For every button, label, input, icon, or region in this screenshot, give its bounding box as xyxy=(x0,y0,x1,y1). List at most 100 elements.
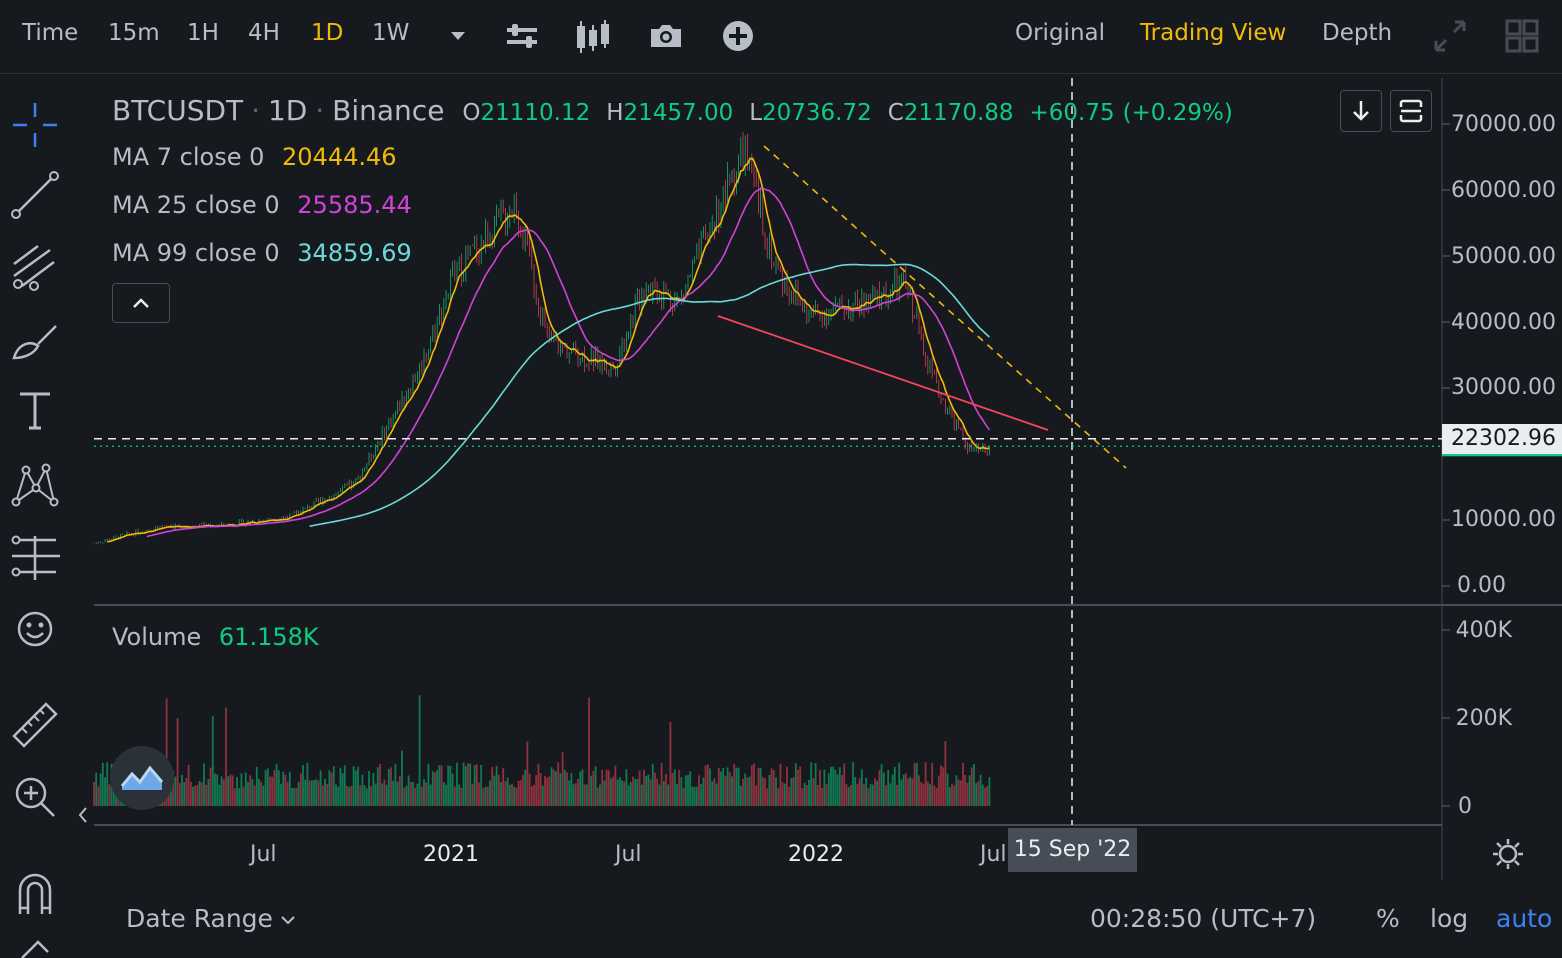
clock-timezone[interactable]: 00:28:50 (UTC+7) xyxy=(1090,904,1317,933)
interval-dropdown-icon[interactable] xyxy=(442,16,474,56)
ohlc-legend: BTCUSDT · 1D · Binance O21110.12 H21457.… xyxy=(112,94,1233,127)
camera-icon[interactable] xyxy=(648,16,684,56)
symbol-label: BTCUSDT xyxy=(112,94,244,127)
volume-bar xyxy=(524,769,527,806)
volume-bar xyxy=(563,769,566,806)
volume-bar xyxy=(929,784,931,806)
interval-1h[interactable]: 1H xyxy=(187,20,219,46)
volume-bar xyxy=(805,785,808,806)
lock-drawing-icon[interactable] xyxy=(8,936,62,958)
high-label: H xyxy=(606,100,624,126)
chevron-up-icon xyxy=(133,298,149,308)
date-range-button[interactable]: Date Range xyxy=(126,904,273,933)
volume-bar xyxy=(341,773,344,806)
volume-bar xyxy=(874,778,876,806)
volume-bar xyxy=(379,763,381,806)
interval-1d[interactable]: 1D xyxy=(311,20,344,46)
volume-bar xyxy=(715,783,718,806)
volume-bar xyxy=(711,781,714,806)
volume-bar xyxy=(709,768,711,806)
text-tool-icon[interactable] xyxy=(8,384,62,438)
volume-bar xyxy=(385,784,388,806)
volume-bar xyxy=(812,778,815,806)
volume-bar xyxy=(942,767,945,806)
time-label: Jul xyxy=(615,842,642,867)
volume-bar xyxy=(220,776,223,806)
layout-grid-icon[interactable] xyxy=(1504,16,1540,56)
volume-bar xyxy=(570,773,573,806)
emoji-icon[interactable] xyxy=(8,602,62,656)
tradingview-logo[interactable] xyxy=(110,746,174,810)
volume-bar xyxy=(445,784,447,806)
view-trading-view[interactable]: Trading View xyxy=(1140,20,1287,46)
volume-bar xyxy=(546,777,549,806)
chart-settings-icon[interactable] xyxy=(1490,836,1526,872)
volume-bar xyxy=(539,773,542,806)
volume-bar xyxy=(409,782,412,806)
volume-bar xyxy=(832,766,835,806)
volume-bar xyxy=(271,776,274,806)
interval-4h[interactable]: 4H xyxy=(248,20,280,46)
settings-sliders-icon[interactable] xyxy=(504,16,540,56)
volume-bar xyxy=(104,777,106,806)
volume-bar xyxy=(572,784,575,806)
magnet-icon[interactable] xyxy=(8,868,62,922)
volume-bar xyxy=(425,782,428,806)
interval-1w[interactable]: 1W xyxy=(372,20,410,46)
volume-bar xyxy=(462,762,465,806)
volume-bar xyxy=(667,784,670,806)
ma25-legend: MA 25 close 0 25585.44 xyxy=(112,191,412,219)
volume-bar xyxy=(627,785,630,806)
volume-bar xyxy=(515,787,518,806)
volume-bar xyxy=(869,783,872,806)
scroll-to-latest-button[interactable] xyxy=(1340,90,1382,132)
volume-bar xyxy=(493,775,496,806)
volume-bar xyxy=(295,787,298,806)
volume-bar xyxy=(376,767,379,806)
volume-bar xyxy=(614,765,617,806)
view-original[interactable]: Original xyxy=(1015,20,1106,46)
collapse-legend-button[interactable] xyxy=(112,283,170,323)
pattern-icon[interactable] xyxy=(8,458,62,512)
volume-bar xyxy=(181,774,183,806)
volume-bar xyxy=(904,773,907,806)
volume-bar xyxy=(258,778,260,806)
volume-bar xyxy=(544,775,546,806)
volume-bar xyxy=(737,767,740,806)
ruler-icon[interactable] xyxy=(8,698,62,752)
view-depth[interactable]: Depth xyxy=(1322,20,1393,46)
crosshair-icon[interactable] xyxy=(8,98,62,152)
volume-bar xyxy=(383,779,386,806)
fib-tool-icon[interactable] xyxy=(8,240,62,294)
prediction-icon[interactable] xyxy=(8,530,62,584)
chevron-down-icon[interactable] xyxy=(278,910,298,930)
brush-icon[interactable] xyxy=(8,314,62,368)
reset-chart-button[interactable] xyxy=(1390,90,1432,132)
volume-bar xyxy=(189,781,192,806)
volume-bar xyxy=(922,783,925,806)
log-scale-toggle[interactable]: log xyxy=(1430,904,1469,933)
volume-bar xyxy=(255,766,258,806)
auto-scale-toggle[interactable]: auto xyxy=(1496,904,1553,933)
volume-bar xyxy=(959,780,962,806)
interval-15m[interactable]: 15m xyxy=(108,20,160,46)
volume-bar xyxy=(467,763,469,806)
time-button[interactable]: Time xyxy=(22,20,79,46)
volume-bar xyxy=(964,774,967,806)
candle-type-icon[interactable] xyxy=(574,16,610,56)
volume-bar xyxy=(559,773,562,806)
chart-canvas[interactable] xyxy=(0,74,1562,958)
volume-bar xyxy=(599,784,601,806)
zoom-in-icon[interactable] xyxy=(8,770,62,824)
volume-bar xyxy=(876,780,879,806)
chevron-left-icon[interactable] xyxy=(76,804,90,826)
volume-bar xyxy=(902,774,905,806)
trend-line-icon[interactable] xyxy=(8,168,62,222)
volume-bar xyxy=(898,762,901,806)
fullscreen-icon[interactable] xyxy=(1432,16,1468,56)
volume-bar xyxy=(733,764,736,806)
percent-scale-toggle[interactable]: % xyxy=(1376,904,1400,933)
volume-bar xyxy=(414,787,417,806)
volume-bar xyxy=(739,785,742,806)
add-indicator-icon[interactable] xyxy=(720,16,756,56)
